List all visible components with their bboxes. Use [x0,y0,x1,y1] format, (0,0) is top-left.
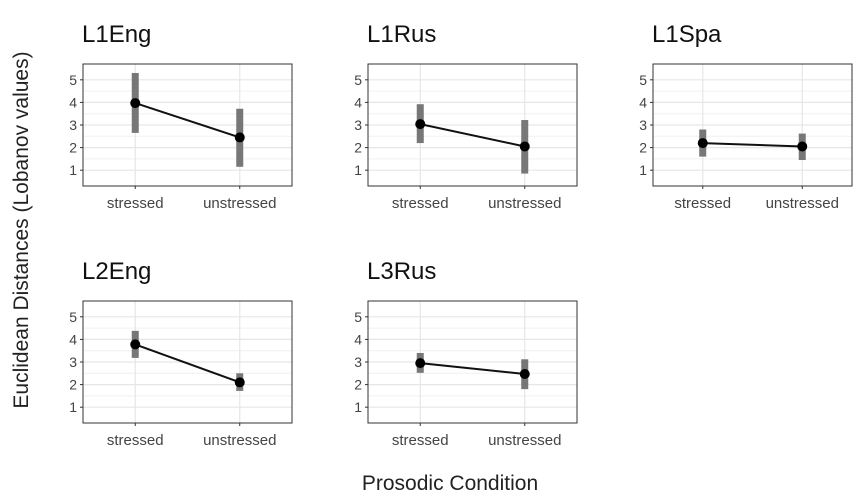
panel-3-data-point [697,138,708,149]
panel-title-3: L1Spa [652,21,722,48]
panel-title-2: L1Rus [367,21,437,48]
panel-4-y-tick-label: 2 [69,377,77,393]
panel-1-y-tick-label: 2 [69,140,77,156]
panel-3-y-tick-label: 1 [639,162,647,178]
panel-2-data-point [519,141,530,152]
panel-5-y-tick-label: 4 [354,331,362,347]
panel-5-y-tick-label: 2 [354,377,362,393]
panel-4-series-line [134,343,241,384]
panel-3-data-point [797,141,808,152]
panel-5-y-tick-label: 3 [354,354,362,370]
panel-2-data-point [415,119,426,130]
panel-1-data-point [130,98,141,109]
panel-3-x-tick-label: stressed [674,195,731,212]
panel-title-4: L2Eng [82,258,152,285]
panel-5-data-point [415,358,426,369]
panel-3-y-tick-label: 3 [639,117,647,133]
panel-2-x-tick-label: unstressed [488,195,561,212]
panel-5-series-line [420,362,525,375]
panel-5-x-tick-label: unstressed [488,432,561,449]
panel-5-y-tick-label: 5 [354,309,362,325]
panel-2-series-line [420,123,525,148]
panel-3-y-tick-label: 2 [639,140,647,156]
panel-1-y-tick-label: 3 [69,117,77,133]
x-axis-label: Prosodic Condition [361,472,539,495]
panel-1-x-tick-label: stressed [107,195,164,212]
panel-1-series-line [134,102,241,139]
panel-2-y-tick-label: 4 [354,94,362,110]
panel-4-y-tick-label: 1 [69,399,77,415]
panel-2-y-tick-label: 5 [354,72,362,88]
panel-1-data-point [234,132,245,143]
panel-1-y-tick-label: 1 [69,162,77,178]
panel-5-x-tick-label: stressed [392,432,449,449]
panel-title-5: L3Rus [367,258,437,285]
panel-4-x-tick-label: stressed [107,432,164,449]
panel-4-data-point [130,339,141,350]
panel-3-y-tick-label: 4 [639,94,647,110]
panel-5-y-tick-label: 1 [354,399,362,415]
panel-4-y-tick-label: 5 [69,309,77,325]
panel-1-x-tick-label: unstressed [203,195,276,212]
panel-2-y-tick-label: 3 [354,117,362,133]
panel-2-y-tick-label: 1 [354,162,362,178]
panel-1-y-tick-label: 4 [69,94,77,110]
panel-3-y-tick-label: 5 [639,72,647,88]
panel-3-series-line [702,142,803,148]
panel-4-y-tick-label: 4 [69,331,77,347]
panel-5-data-point [519,368,530,379]
panel-4-data-point [234,377,245,388]
panel-2-y-tick-label: 2 [354,140,362,156]
panel-2-x-tick-label: stressed [392,195,449,212]
panel-title-1: L1Eng [82,21,152,48]
panel-4-x-tick-label: unstressed [203,432,276,449]
panel-4-y-tick-label: 3 [69,354,77,370]
panel-1-y-tick-label: 5 [69,72,77,88]
panel-3-x-tick-label: unstressed [766,195,839,212]
